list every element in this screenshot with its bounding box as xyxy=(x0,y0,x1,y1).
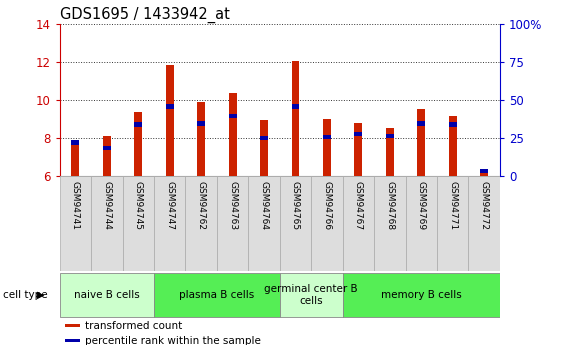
Text: GSM94762: GSM94762 xyxy=(197,181,206,230)
Bar xyxy=(217,176,248,271)
Text: germinal center B
cells: germinal center B cells xyxy=(264,284,358,306)
Bar xyxy=(449,116,457,176)
Text: GSM94765: GSM94765 xyxy=(291,181,300,230)
Bar xyxy=(260,136,268,140)
Bar xyxy=(60,176,91,271)
Bar xyxy=(323,135,331,139)
Bar xyxy=(65,339,81,342)
Bar xyxy=(103,146,111,150)
Bar xyxy=(480,169,488,176)
Bar xyxy=(166,65,174,176)
Bar xyxy=(343,176,374,271)
Bar xyxy=(103,136,111,176)
Bar xyxy=(469,176,500,271)
Text: GSM94745: GSM94745 xyxy=(133,181,143,230)
Bar xyxy=(248,176,279,271)
Bar xyxy=(154,273,279,317)
Bar xyxy=(291,61,299,176)
Bar xyxy=(480,169,488,173)
Bar xyxy=(280,176,311,271)
Text: percentile rank within the sample: percentile rank within the sample xyxy=(85,336,261,345)
Bar xyxy=(417,109,425,176)
Bar xyxy=(185,176,217,271)
Bar xyxy=(386,128,394,176)
Text: cell type: cell type xyxy=(3,290,48,300)
Bar xyxy=(437,176,469,271)
Bar xyxy=(72,140,80,145)
Bar xyxy=(374,176,406,271)
Text: plasma B cells: plasma B cells xyxy=(179,290,254,300)
Text: GSM94769: GSM94769 xyxy=(417,181,426,230)
Bar xyxy=(311,176,343,271)
Bar xyxy=(229,93,236,176)
Text: GSM94763: GSM94763 xyxy=(228,181,237,230)
Text: GDS1695 / 1433942_at: GDS1695 / 1433942_at xyxy=(60,7,229,23)
Text: GSM94771: GSM94771 xyxy=(448,181,457,230)
Text: GSM94767: GSM94767 xyxy=(354,181,363,230)
Bar xyxy=(166,105,174,109)
Text: GSM94747: GSM94747 xyxy=(165,181,174,230)
Bar xyxy=(123,176,154,271)
Bar xyxy=(134,122,142,127)
Text: GSM94764: GSM94764 xyxy=(260,181,269,230)
Bar xyxy=(72,140,80,176)
Text: transformed count: transformed count xyxy=(85,321,183,331)
Bar xyxy=(154,176,185,271)
Bar xyxy=(134,112,142,176)
Bar xyxy=(197,102,205,176)
Text: GSM94766: GSM94766 xyxy=(323,181,331,230)
Bar xyxy=(280,273,343,317)
Bar xyxy=(197,121,205,126)
Bar xyxy=(260,120,268,176)
Bar xyxy=(417,121,425,126)
Text: memory B cells: memory B cells xyxy=(381,290,462,300)
Bar xyxy=(91,176,123,271)
Bar xyxy=(323,119,331,176)
Text: GSM94741: GSM94741 xyxy=(71,181,80,230)
Text: GSM94744: GSM94744 xyxy=(102,181,111,229)
Text: GSM94768: GSM94768 xyxy=(385,181,394,230)
Text: GSM94772: GSM94772 xyxy=(479,181,488,230)
Bar xyxy=(291,105,299,109)
Bar xyxy=(449,122,457,127)
Bar xyxy=(386,134,394,138)
Bar xyxy=(354,123,362,176)
Bar xyxy=(406,176,437,271)
Bar xyxy=(354,132,362,136)
Text: ▶: ▶ xyxy=(37,290,44,300)
Bar xyxy=(229,114,236,118)
Bar xyxy=(60,273,154,317)
Bar xyxy=(343,273,500,317)
Bar xyxy=(65,324,81,327)
Text: naive B cells: naive B cells xyxy=(74,290,140,300)
